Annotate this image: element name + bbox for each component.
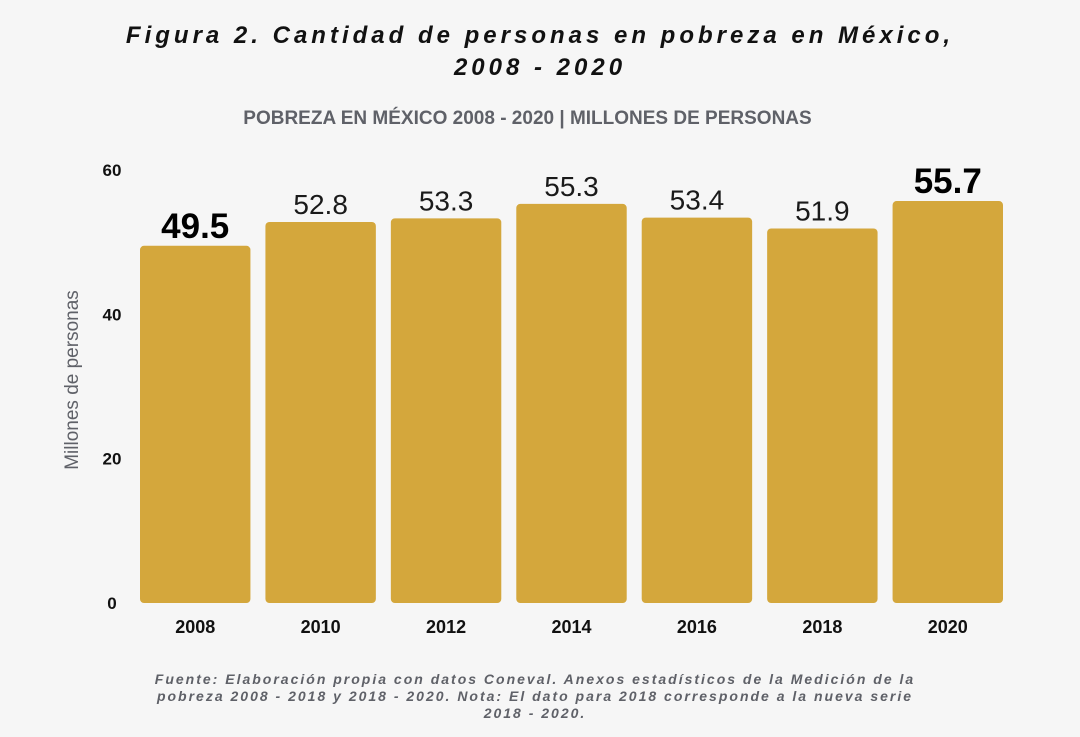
- bar-2016: [641, 217, 753, 603]
- x-tick-label-2008: 2008: [175, 617, 215, 637]
- source-line-3: 2018 - 2020.: [483, 705, 587, 721]
- value-label-2016: 53.4: [670, 185, 725, 216]
- x-axis-ticks: 2008 2010 2012 2014 2016 2018 2020: [175, 617, 968, 637]
- x-tick-label-2010: 2010: [301, 617, 341, 637]
- y-tick-label: 40: [103, 305, 122, 324]
- x-tick-label-2020: 2020: [928, 617, 968, 637]
- value-label-2018: 51.9: [795, 195, 850, 226]
- y-tick-label: 20: [103, 450, 122, 469]
- bar-chart: 0 20 40 60 Millones de personas 49.5 52.8 53.…: [62, 161, 1003, 637]
- source-note: Fuente: Elaboración propia con datos Con…: [0, 671, 1070, 722]
- x-tick-label-2016: 2016: [677, 617, 717, 637]
- y-tick-label: 0: [107, 594, 116, 613]
- bar-2018: [767, 228, 878, 603]
- source-line-1: Fuente: Elaboración propia con datos Con…: [154, 671, 916, 687]
- bar-2020: [892, 201, 1003, 603]
- value-label-2020: 55.7: [914, 162, 982, 201]
- bar-2014: [516, 203, 627, 603]
- bar-2010: [265, 221, 376, 603]
- figure-title-line-1: Figura 2. Cantidad de personas en pobrez…: [125, 22, 955, 49]
- value-label-2008: 49.5: [161, 207, 229, 246]
- value-label-2010: 52.8: [293, 189, 348, 220]
- bar-2012: [390, 218, 502, 603]
- value-label-2012: 53.3: [419, 185, 474, 216]
- y-axis-ticks: 0 20 40 60: [103, 161, 122, 613]
- x-tick-label-2014: 2014: [551, 617, 591, 637]
- x-tick-label-2018: 2018: [802, 617, 842, 637]
- chart-title: POBREZA EN MÉXICO 2008 - 2020 | MILLONES…: [243, 108, 812, 129]
- figure-title-line-2: 2008 - 2020: [453, 54, 627, 81]
- bars: [140, 201, 1003, 603]
- value-label-2014: 55.3: [544, 171, 599, 202]
- source-line-2: pobreza 2008 - 2018 y 2018 - 2020. Nota:…: [156, 688, 914, 704]
- value-labels: 49.5 52.8 53.3 55.3 53.4 51.9 55.7: [161, 162, 982, 246]
- y-axis-label: Millones de personas: [62, 290, 83, 470]
- y-tick-label: 60: [103, 161, 122, 180]
- figure-title: Figura 2. Cantidad de personas en pobrez…: [0, 20, 1080, 84]
- x-tick-label-2012: 2012: [426, 617, 466, 637]
- bar-2008: [140, 245, 251, 603]
